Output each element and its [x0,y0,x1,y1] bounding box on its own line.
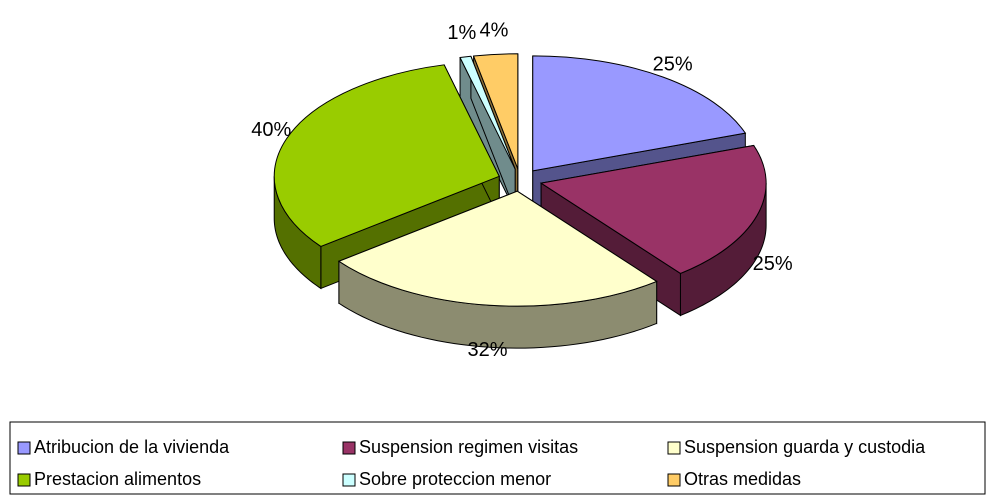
legend-label: Suspension regimen visitas [359,437,578,457]
slice [337,190,658,307]
legend-label: Sobre proteccion menor [359,469,551,489]
data-label: 40% [251,119,291,141]
legend-label: Suspension guarda y custodia [684,437,926,457]
data-label: 25% [653,54,693,76]
slice [459,55,516,170]
data-label: 32% [468,339,508,361]
legend-label: Atribucion de la vivienda [34,437,230,457]
slice [273,64,500,247]
slice [532,55,747,172]
data-label: 25% [753,253,793,275]
legend-swatch [342,441,356,455]
legend-swatch [667,473,681,487]
data-label: 1% [447,22,476,44]
legend-label: Otras medidas [684,469,801,489]
legend-swatch [17,473,31,487]
legend-label: Prestacion alimentos [34,469,201,489]
legend-swatch [342,473,356,487]
legend-swatch [667,441,681,455]
legend-swatch [17,441,31,455]
slice [539,144,767,275]
data-label: 4% [480,19,509,41]
legend-box [9,421,986,495]
slice [472,53,519,169]
